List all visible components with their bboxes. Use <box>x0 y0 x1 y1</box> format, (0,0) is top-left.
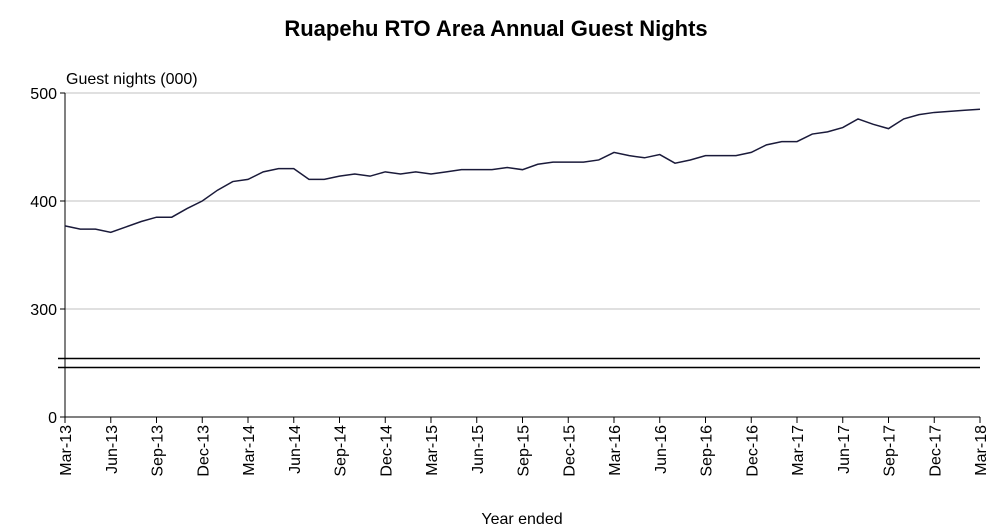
y-tick-label: 0 <box>48 410 57 427</box>
x-tick-label: Sep-17 <box>882 425 899 477</box>
x-tick-label: Mar-14 <box>241 425 258 476</box>
x-tick-label: Mar-17 <box>790 425 807 476</box>
x-tick-label: Dec-13 <box>195 425 212 477</box>
x-tick-label: Sep-16 <box>699 425 716 477</box>
x-tick-label: Dec-17 <box>927 425 944 477</box>
x-tick-label: Mar-16 <box>607 425 624 476</box>
x-tick-label: Mar-13 <box>58 425 75 476</box>
x-tick-label: Jun-14 <box>287 425 304 474</box>
x-tick-label: Jun-13 <box>104 425 121 474</box>
x-tick-label: Dec-14 <box>378 425 395 477</box>
x-tick-label: Mar-15 <box>424 425 441 476</box>
axis-break <box>58 358 980 368</box>
y-tick-label: 500 <box>30 86 57 103</box>
x-tick-label: Mar-18 <box>973 425 990 476</box>
y-tick-label: 400 <box>30 194 57 211</box>
y-tick-label: 300 <box>30 302 57 319</box>
x-tick-label: Sep-15 <box>516 425 533 477</box>
x-axis-label: Year ended <box>481 511 562 528</box>
x-tick-label: Jun-16 <box>653 425 670 474</box>
line-series <box>64 108 981 234</box>
x-tick-label: Jun-15 <box>470 425 487 474</box>
x-tick-label: Dec-16 <box>744 425 761 477</box>
x-tick-label: Sep-14 <box>333 425 350 477</box>
y-axis-label: Guest nights (000) <box>66 71 198 88</box>
x-tick-label: Sep-13 <box>150 425 167 477</box>
x-tick-label: Jun-17 <box>836 425 853 474</box>
chart-title: Ruapehu RTO Area Annual Guest Nights <box>284 16 707 41</box>
x-tick-label: Dec-15 <box>561 425 578 477</box>
